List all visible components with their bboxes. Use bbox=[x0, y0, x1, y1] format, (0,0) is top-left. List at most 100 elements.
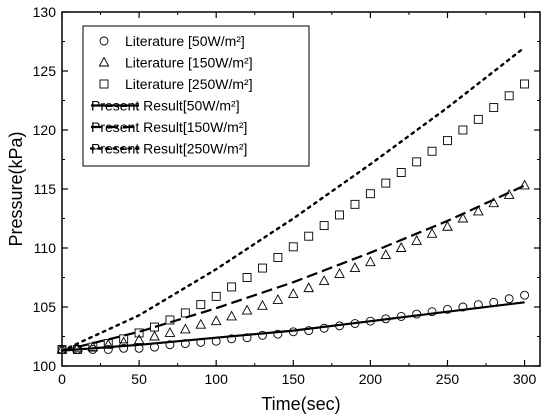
square-marker bbox=[99, 79, 109, 89]
legend-entry: Present Result[50W/m²] bbox=[91, 98, 240, 114]
series-5 bbox=[61, 184, 526, 352]
series-line bbox=[60, 46, 526, 352]
square-marker bbox=[520, 79, 530, 89]
square-marker bbox=[150, 322, 159, 332]
legend-label: Present Result[250W/m²] bbox=[91, 141, 247, 157]
y-tick-label: 105 bbox=[33, 299, 57, 315]
square-marker bbox=[180, 308, 190, 318]
square-marker bbox=[350, 199, 360, 209]
square-marker bbox=[227, 282, 237, 292]
triangle-marker bbox=[457, 212, 469, 223]
square-marker bbox=[196, 300, 206, 310]
square-marker bbox=[319, 221, 329, 231]
triangle-marker bbox=[411, 234, 423, 245]
square-marker bbox=[489, 103, 499, 113]
x-tick-label: 200 bbox=[359, 371, 383, 387]
y-tick-label: 100 bbox=[33, 358, 57, 374]
legend-label: Present Result[50W/m²] bbox=[91, 98, 240, 114]
series-line bbox=[61, 184, 526, 352]
triangle-marker bbox=[226, 310, 237, 321]
circle-marker bbox=[304, 326, 314, 336]
series-2 bbox=[56, 179, 530, 354]
triangle-marker bbox=[149, 330, 160, 341]
triangle-marker bbox=[519, 179, 530, 190]
triangle-marker bbox=[195, 318, 207, 329]
y-tick-label: 130 bbox=[33, 4, 57, 20]
triangle-marker bbox=[72, 342, 83, 353]
square-marker bbox=[119, 334, 129, 344]
triangle-marker bbox=[303, 282, 315, 293]
circle-marker bbox=[443, 304, 452, 314]
square-marker bbox=[458, 125, 468, 135]
square-marker bbox=[211, 291, 221, 301]
circle-marker bbox=[504, 294, 514, 304]
circle-marker bbox=[520, 290, 530, 300]
triangle-marker bbox=[164, 327, 176, 337]
series-6 bbox=[60, 46, 526, 352]
triangle-marker bbox=[210, 315, 222, 326]
triangle-marker bbox=[133, 334, 145, 344]
legend-entry: Literature [250W/m²] bbox=[99, 76, 253, 92]
legend-entry: Present Result[250W/m²] bbox=[89, 141, 247, 157]
triangle-marker bbox=[426, 227, 438, 238]
triangle-marker bbox=[334, 268, 345, 278]
circle-marker bbox=[227, 334, 237, 344]
triangle-marker bbox=[287, 288, 299, 298]
triangle-marker bbox=[349, 262, 361, 273]
triangle-marker bbox=[380, 249, 392, 260]
triangle-marker bbox=[87, 341, 99, 352]
x-tick-label: 100 bbox=[205, 371, 229, 387]
square-marker bbox=[288, 242, 298, 252]
square-marker bbox=[443, 136, 452, 146]
square-marker bbox=[304, 231, 314, 241]
legend-box bbox=[82, 25, 310, 167]
circle-marker bbox=[273, 329, 283, 339]
triangle-marker bbox=[98, 56, 110, 67]
y-tick-label: 120 bbox=[33, 122, 57, 138]
x-tick-label: 150 bbox=[282, 371, 306, 387]
triangle-marker bbox=[488, 197, 500, 208]
legend-label: Literature [150W/m²] bbox=[125, 55, 253, 71]
triangle-marker bbox=[318, 275, 330, 285]
legend-entry: Present Result[150W/m²] bbox=[91, 119, 247, 135]
legend: Literature [50W/m²] Literature [150W/m²] L… bbox=[82, 25, 310, 167]
square-marker bbox=[273, 252, 283, 262]
triangle-marker bbox=[272, 293, 284, 304]
series-line bbox=[61, 301, 525, 352]
x-tick-label: 50 bbox=[131, 371, 147, 387]
square-marker bbox=[396, 168, 406, 177]
square-marker bbox=[165, 315, 175, 325]
circle-marker bbox=[242, 333, 252, 343]
legend-entry: Literature [150W/m²] bbox=[98, 55, 253, 71]
x-axis-title: Time(sec) bbox=[261, 394, 340, 414]
square-marker bbox=[365, 189, 375, 199]
x-tick-label: 250 bbox=[436, 371, 460, 387]
square-marker bbox=[381, 178, 391, 188]
plot-series bbox=[56, 46, 530, 354]
series-3 bbox=[57, 79, 530, 354]
y-tick-label: 125 bbox=[33, 63, 57, 79]
square-marker bbox=[504, 91, 514, 101]
triangle-marker bbox=[179, 323, 191, 334]
square-marker bbox=[427, 146, 437, 156]
series-1 bbox=[57, 290, 530, 354]
circle-marker bbox=[258, 330, 267, 340]
y-tick-label: 110 bbox=[34, 240, 57, 256]
triangle-marker bbox=[365, 256, 376, 267]
square-marker bbox=[258, 263, 267, 273]
square-marker bbox=[412, 157, 422, 167]
square-marker bbox=[335, 210, 344, 220]
circle-marker bbox=[165, 340, 175, 350]
x-tick-label: 0 bbox=[58, 371, 66, 387]
series-4 bbox=[61, 301, 525, 352]
triangle-marker bbox=[395, 242, 407, 252]
y-tick-label: 115 bbox=[34, 181, 57, 197]
x-tick-label: 300 bbox=[513, 371, 537, 387]
square-marker bbox=[473, 114, 483, 124]
axes: 0 50 100 150 200 250 300 100 105 110 115 120 125 130 bbox=[33, 4, 541, 387]
circle-marker bbox=[427, 307, 437, 317]
square-marker bbox=[134, 328, 144, 338]
triangle-marker bbox=[442, 220, 453, 231]
legend-entry: Literature [50W/m²] bbox=[99, 33, 245, 49]
square-marker bbox=[242, 273, 252, 282]
